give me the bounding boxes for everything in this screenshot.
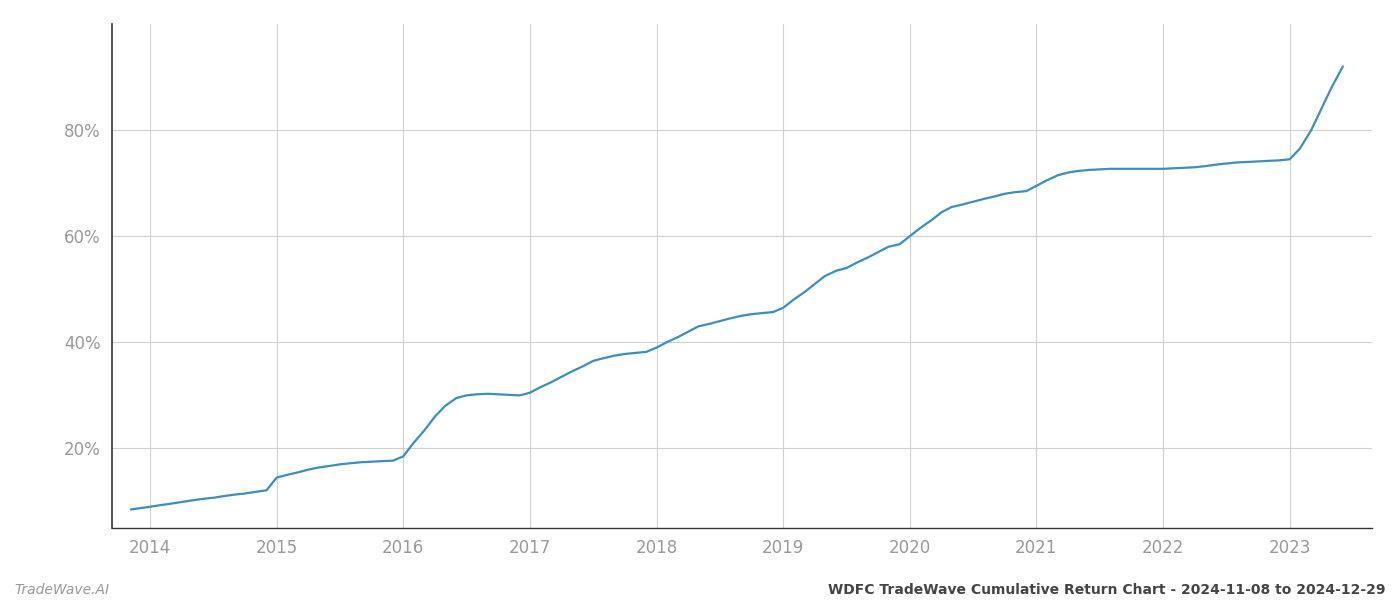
Text: WDFC TradeWave Cumulative Return Chart - 2024-11-08 to 2024-12-29: WDFC TradeWave Cumulative Return Chart -… xyxy=(829,583,1386,597)
Text: TradeWave.AI: TradeWave.AI xyxy=(14,583,109,597)
